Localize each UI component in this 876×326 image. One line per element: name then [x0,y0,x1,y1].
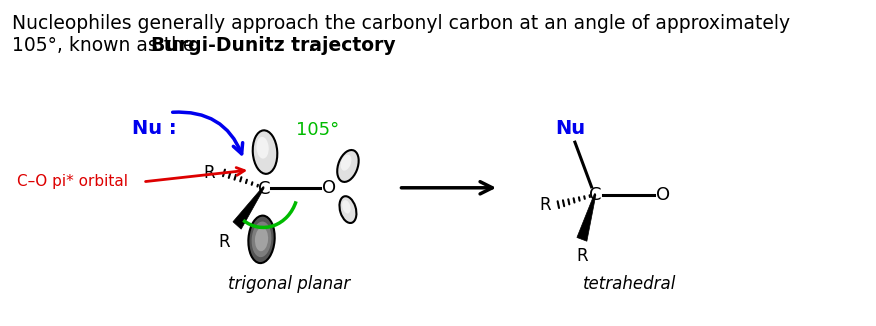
Text: R: R [218,233,230,251]
Text: R: R [540,196,551,214]
Text: tetrahedral: tetrahedral [583,275,676,293]
Text: Nucleophiles generally approach the carbonyl carbon at an angle of approximately: Nucleophiles generally approach the carb… [12,14,790,33]
Text: Nu: Nu [555,119,586,138]
Text: R: R [576,247,588,265]
Ellipse shape [255,228,268,251]
Text: O: O [656,186,670,204]
Text: Nu :: Nu : [132,119,177,138]
Ellipse shape [251,222,272,257]
Text: O: O [321,179,336,197]
Ellipse shape [337,150,358,182]
Text: C: C [258,180,271,198]
Text: C–O pi* orbital: C–O pi* orbital [18,174,128,189]
Ellipse shape [341,155,351,170]
Text: R: R [203,164,215,182]
Ellipse shape [253,130,278,174]
Text: 105°, known as the: 105°, known as the [12,36,201,55]
Text: .: . [307,36,314,55]
Ellipse shape [257,137,269,159]
Ellipse shape [340,196,357,223]
Polygon shape [233,187,264,229]
Text: 105°: 105° [296,121,340,139]
Text: Burgi-Dunitz trajectory: Burgi-Dunitz trajectory [151,36,395,55]
Ellipse shape [343,200,350,214]
Text: C: C [589,186,601,204]
Text: trigonal planar: trigonal planar [229,275,350,293]
Ellipse shape [249,215,275,263]
Polygon shape [577,194,596,241]
